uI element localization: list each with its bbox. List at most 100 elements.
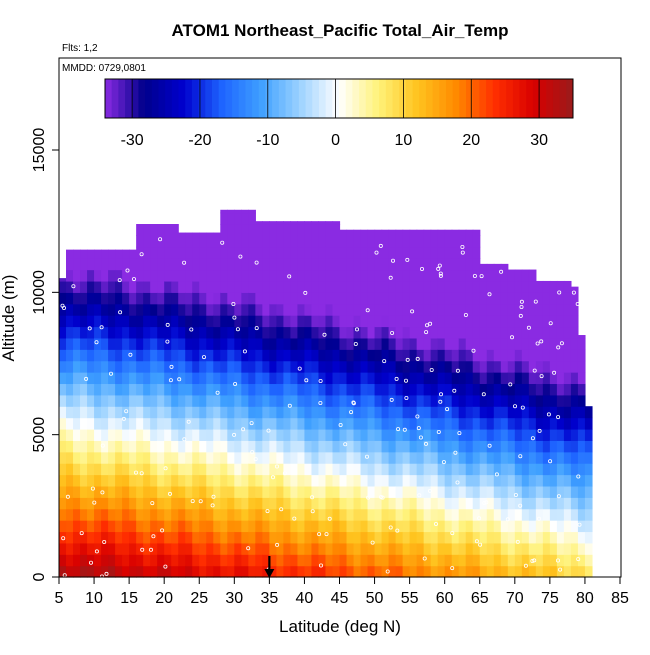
heatmap-cell [206,258,214,271]
heatmap-cell [444,463,453,476]
observation-point [546,412,551,417]
heatmap-cell [178,394,186,407]
heatmap-cell [395,326,404,339]
heatmap-cell [465,269,474,282]
heatmap-cell [297,246,306,259]
observation-point [160,528,165,533]
heatmap-cell [248,542,256,555]
heatmap-cell [157,258,165,271]
heatmap-cell [66,280,74,293]
heatmap-cell [507,383,516,396]
heatmap-cell [374,406,383,419]
heatmap-cell [556,508,565,521]
heatmap-cell [465,485,474,498]
heatmap-cell [87,508,95,521]
heatmap-cell [493,554,502,567]
heatmap-cell [94,406,102,419]
heatmap-cell [311,315,320,328]
heatmap-cell [570,520,579,533]
heatmap-cell [577,554,586,567]
heatmap-cell [535,383,544,396]
observation-point [79,531,84,536]
heatmap-cell [94,554,102,567]
heatmap-cell [234,269,242,282]
colorbar-swatch [345,79,353,118]
observation-point [416,426,421,431]
heatmap-cell [255,520,263,533]
heatmap-cell [94,417,102,430]
heatmap-cell [535,508,544,521]
observation-point [89,560,94,565]
heatmap-cell [157,349,165,362]
heatmap-cell [94,463,102,476]
heatmap-cell [423,315,432,328]
heatmap-cell [227,520,235,533]
heatmap-cell [220,497,228,510]
heatmap-cell [507,542,516,555]
heatmap-cell [297,440,306,453]
heatmap-cell [430,326,439,339]
observation-point [513,404,518,409]
heatmap-cell [178,315,186,328]
heatmap-cell [360,542,369,555]
heatmap-cell [304,497,313,510]
heatmap-cell [430,406,439,419]
heatmap-cell [311,280,320,293]
heatmap-cell [486,360,495,373]
heatmap-cell [227,406,235,419]
heatmap-cell [192,542,200,555]
heatmap-cell [234,406,242,419]
observation-point [343,442,348,447]
heatmap-cell [458,565,467,578]
heatmap-cell [206,349,214,362]
heatmap-cell [150,292,158,305]
heatmap-cell [178,372,186,385]
observation-point [324,532,329,537]
heatmap-cell [458,383,467,396]
heatmap-cell [59,497,67,510]
heatmap-cell [297,394,306,407]
heatmap-cell [129,451,137,464]
observation-point [405,357,410,362]
observation-point [537,516,542,521]
heatmap-cell [150,485,158,498]
heatmap-cell [584,565,593,578]
heatmap-cell [325,337,334,350]
heatmap-cell [213,474,221,487]
heatmap-cell [346,428,355,441]
heatmap-cell [346,383,355,396]
heatmap-cell [269,235,277,248]
colorbar-swatch [171,79,180,118]
heatmap-cell [87,269,95,282]
heatmap-cell [395,508,404,521]
heatmap-cell [115,451,123,464]
heatmap-cell [122,417,130,430]
heatmap-cell [115,258,123,271]
heatmap-cell [220,303,228,316]
heatmap-cell [437,565,446,578]
heatmap-cell [248,337,256,350]
heatmap-cell [290,542,299,555]
heatmap-cell [227,542,235,555]
heatmap-cell [269,224,277,236]
heatmap-cells [59,209,593,578]
heatmap-cell [143,463,151,476]
heatmap-cell [304,315,313,328]
heatmap-cell [500,394,509,407]
heatmap-cell [563,485,572,498]
heatmap-cell [486,337,495,350]
heatmap-cell [283,417,292,430]
heatmap-cell [262,485,270,498]
heatmap-cell [451,235,460,248]
heatmap-cell [556,451,565,464]
heatmap-cell [178,349,186,362]
heatmap-cell [185,383,193,396]
heatmap-cell [521,474,530,487]
heatmap-cell [87,451,95,464]
heatmap-cell [339,258,348,271]
observation-point [242,349,247,354]
heatmap-cell [500,349,509,362]
observation-point [254,326,259,331]
heatmap-cell [521,360,530,373]
